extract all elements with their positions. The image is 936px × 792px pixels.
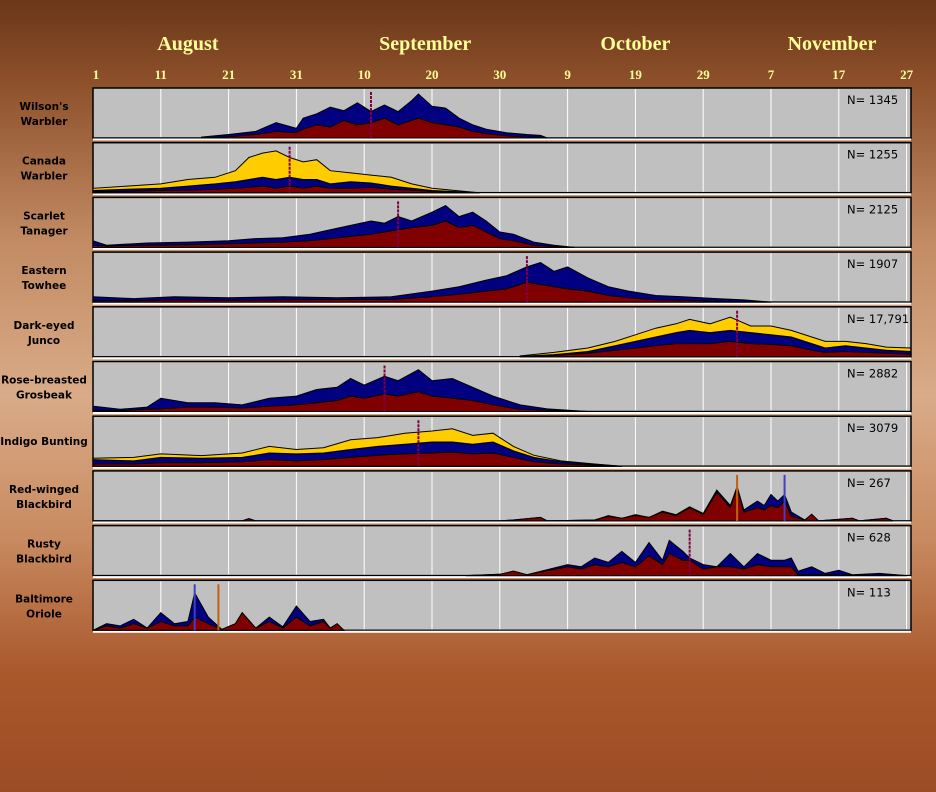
species-label: Eastern (21, 265, 66, 277)
species-panel: N= 2882 Rose-breasted Grosbeak (1, 360, 912, 414)
species-label: Blackbird (16, 499, 72, 511)
blue-area (465, 539, 907, 577)
red-area (92, 451, 622, 467)
month-label: August (157, 33, 218, 55)
species-label: Oriole (26, 608, 62, 620)
day-tick-label: 31 (290, 67, 303, 82)
day-tick-label: 1 (93, 67, 100, 82)
species-label: Warbler (21, 116, 69, 128)
species-label: Red-winged (9, 484, 79, 496)
species-label: Blackbird (16, 554, 72, 566)
red-area (92, 611, 346, 631)
species-label: Baltimore (15, 593, 73, 605)
species-label: Towhee (22, 280, 66, 292)
species-label: Rose-breasted (1, 375, 87, 387)
species-panel: N= 1255 Canada Warbler (21, 141, 912, 196)
month-label: October (600, 33, 670, 55)
species-panel: N= 17,791 Dark-eyed Junco (14, 306, 912, 360)
species-panel: N= 1345 Wilson's Warbler (19, 87, 912, 141)
sample-size-label: N= 267 (847, 476, 891, 490)
day-tick-label: 20 (426, 67, 439, 82)
panel-background (92, 141, 912, 194)
sample-size-label: N= 2882 (847, 367, 898, 381)
panel-background (92, 579, 912, 632)
species-label: Canada (22, 156, 66, 168)
species-panel: N= 2125 Scarlet Tanager (20, 196, 912, 250)
month-label: November (788, 33, 877, 55)
sample-size-label: N= 3079 (847, 421, 898, 435)
species-panel: N= 3079 Indigo Bunting (0, 415, 912, 469)
species-label: Scarlet (23, 210, 65, 222)
red-area (92, 391, 588, 412)
species-panel: N= 113 Baltimore Oriole (15, 579, 912, 633)
red-area (465, 552, 907, 577)
day-tick-label: 29 (697, 67, 711, 82)
red-area (93, 486, 894, 522)
red-area (92, 185, 480, 194)
day-tick-label: 11 (155, 67, 167, 82)
species-panel: N= 628 Rusty Blackbird (16, 524, 912, 579)
day-tick-label: 7 (768, 67, 775, 82)
day-tick-label: 19 (629, 67, 643, 82)
species-label: Grosbeak (16, 390, 73, 402)
sample-size-label: N= 1907 (847, 257, 898, 271)
sample-size-label: N= 17,791 (847, 312, 909, 326)
day-tick-label: 30 (493, 67, 506, 82)
day-tick-label: 27 (900, 67, 914, 82)
sample-size-label: N= 2125 (847, 202, 898, 216)
sample-size-label: N= 628 (847, 531, 891, 545)
species-panel: N= 267 Red-winged Blackbird (9, 470, 912, 524)
sample-size-label: N= 1345 (847, 93, 898, 107)
panel-background (92, 87, 912, 139)
yellow-area (92, 150, 480, 194)
day-tick-label: 9 (564, 67, 571, 82)
species-panel: N= 1907 Eastern Towhee (21, 251, 912, 305)
day-tick-label: 21 (222, 67, 235, 82)
day-tick-label: 17 (832, 67, 846, 82)
species-label: Dark-eyed (14, 320, 75, 332)
species-label: Warbler (21, 171, 69, 183)
species-label: Wilson's (19, 101, 68, 113)
species-label: Tanager (20, 225, 68, 237)
red-area (201, 117, 548, 139)
red-area (520, 340, 912, 358)
species-panels: N= 1345 Wilson's Warbler N= 1255 Canada Warbl… (0, 87, 912, 633)
sample-size-label: N= 113 (847, 585, 891, 599)
blue-area (200, 93, 548, 139)
species-label: Junco (27, 335, 60, 347)
species-label: Indigo Bunting (0, 436, 87, 448)
species-label: Rusty (27, 539, 61, 551)
sample-size-label: N= 1255 (847, 148, 898, 162)
day-tick-label: 10 (358, 67, 371, 82)
month-label: September (379, 33, 471, 55)
